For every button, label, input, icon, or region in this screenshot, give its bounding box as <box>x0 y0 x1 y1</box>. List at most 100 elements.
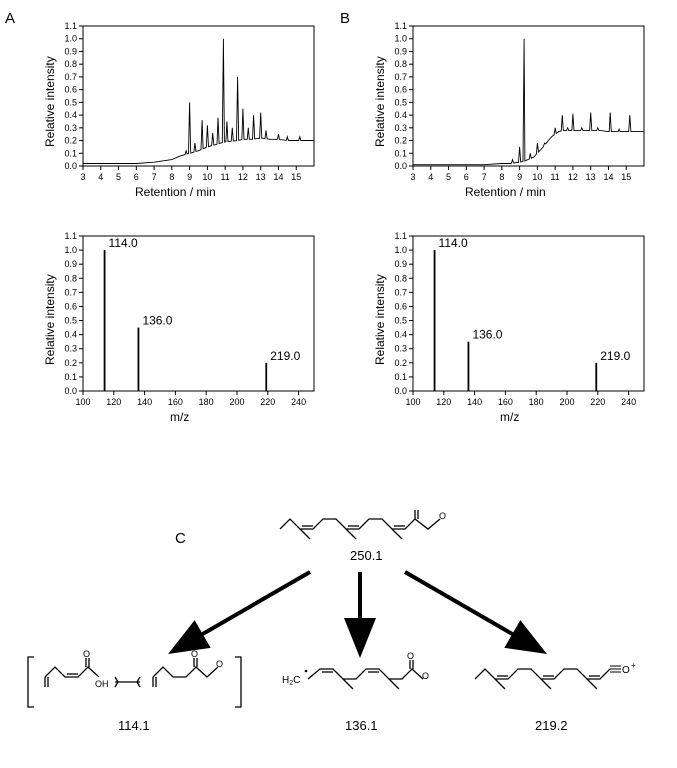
svg-text:0.0: 0.0 <box>394 161 407 171</box>
svg-text:0.8: 0.8 <box>394 59 407 69</box>
svg-text:136.0: 136.0 <box>472 328 502 342</box>
svg-text:0.3: 0.3 <box>64 123 77 133</box>
svg-text:7: 7 <box>482 172 487 182</box>
svg-text:0.8: 0.8 <box>64 59 77 69</box>
svg-text:114.0: 114.0 <box>439 236 468 250</box>
svg-text:140: 140 <box>467 397 482 407</box>
svg-text:200: 200 <box>559 397 574 407</box>
svg-text:100: 100 <box>405 397 420 407</box>
svg-text:220: 220 <box>590 397 605 407</box>
svg-text:219.0: 219.0 <box>600 349 630 363</box>
svg-text:0.2: 0.2 <box>394 136 407 146</box>
svg-text:10: 10 <box>202 172 212 182</box>
svg-text:240: 240 <box>291 397 306 407</box>
svg-text:160: 160 <box>168 397 183 407</box>
svg-text:7: 7 <box>152 172 157 182</box>
svg-text:0.2: 0.2 <box>64 136 77 146</box>
xlabel-b-bottom: m/z <box>500 410 519 424</box>
mass-spectrum-a: 0.00.10.20.30.40.50.60.70.80.91.01.11001… <box>45 230 320 425</box>
svg-text:1.1: 1.1 <box>64 231 77 241</box>
svg-text:240: 240 <box>621 397 636 407</box>
ylabel-a-bottom: Relative intensity <box>43 265 57 365</box>
svg-text:0.7: 0.7 <box>394 72 407 82</box>
panel-c: O O 250.1 O OH <box>0 510 677 768</box>
svg-text:0.4: 0.4 <box>394 110 407 120</box>
ylabel-b-bottom: Relative intensity <box>373 265 387 365</box>
svg-text:5: 5 <box>446 172 451 182</box>
svg-text:0.1: 0.1 <box>394 148 407 158</box>
svg-text:+: + <box>631 661 636 670</box>
svg-text:0.2: 0.2 <box>64 358 77 368</box>
svg-text:136.0: 136.0 <box>142 314 172 328</box>
svg-text:120: 120 <box>106 397 121 407</box>
svg-text:6: 6 <box>134 172 139 182</box>
svg-text:100: 100 <box>75 397 90 407</box>
svg-text:4: 4 <box>428 172 433 182</box>
structure-parent: O O <box>280 510 446 539</box>
svg-text:0.9: 0.9 <box>394 46 407 56</box>
svg-text:0.1: 0.1 <box>394 372 407 382</box>
svg-text:0.3: 0.3 <box>64 344 77 354</box>
structure-fragment-114: O OH O O <box>28 649 241 707</box>
svg-text:10: 10 <box>532 172 542 182</box>
label-fragment-136: 136.1 <box>345 718 378 733</box>
svg-text:0.1: 0.1 <box>64 148 77 158</box>
svg-text:0.5: 0.5 <box>394 316 407 326</box>
label-fragment-219: 219.2 <box>535 718 568 733</box>
svg-text:220: 220 <box>260 397 275 407</box>
svg-text:219.0: 219.0 <box>270 349 300 363</box>
svg-text:0.4: 0.4 <box>394 330 407 340</box>
panel-label-a: A <box>5 10 15 27</box>
svg-text:O: O <box>216 659 223 669</box>
svg-text:0.7: 0.7 <box>64 72 77 82</box>
label-parent: 250.1 <box>350 548 383 563</box>
xlabel-a-bottom: m/z <box>170 410 189 424</box>
svg-text:0.0: 0.0 <box>64 386 77 396</box>
structure-fragment-136: H2C O O <box>282 651 429 689</box>
svg-text:0.3: 0.3 <box>394 344 407 354</box>
fragmentation-arrows <box>175 572 540 650</box>
svg-text:120: 120 <box>436 397 451 407</box>
svg-text:180: 180 <box>199 397 214 407</box>
svg-text:13: 13 <box>586 172 596 182</box>
svg-text:0.4: 0.4 <box>64 110 77 120</box>
svg-text:140: 140 <box>137 397 152 407</box>
svg-text:13: 13 <box>256 172 266 182</box>
svg-text:0.9: 0.9 <box>64 46 77 56</box>
svg-text:0.6: 0.6 <box>394 85 407 95</box>
svg-text:1.0: 1.0 <box>394 245 407 255</box>
svg-text:8: 8 <box>169 172 174 182</box>
svg-text:0.5: 0.5 <box>64 316 77 326</box>
ylabel-b-top: Relative intensity <box>373 47 387 147</box>
svg-text:0.0: 0.0 <box>394 386 407 396</box>
chart-a-bottom: 0.00.10.20.30.40.50.60.70.80.91.01.11001… <box>45 230 320 425</box>
svg-text:1.1: 1.1 <box>394 231 407 241</box>
svg-text:O: O <box>407 651 414 661</box>
svg-text:0.9: 0.9 <box>64 259 77 269</box>
svg-text:O: O <box>412 510 419 511</box>
ylabel-a-top: Relative intensity <box>43 47 57 147</box>
svg-text:0.5: 0.5 <box>394 97 407 107</box>
svg-text:O: O <box>422 671 429 681</box>
svg-text:0.4: 0.4 <box>64 330 77 340</box>
svg-text:0.0: 0.0 <box>64 161 77 171</box>
svg-text:0.8: 0.8 <box>394 273 407 283</box>
mass-spectrum-b: 0.00.10.20.30.40.50.60.70.80.91.01.11001… <box>375 230 650 425</box>
svg-text:200: 200 <box>229 397 244 407</box>
chart-a-top: 0.00.10.20.30.40.50.60.70.80.91.01.13456… <box>45 20 320 200</box>
svg-text:15: 15 <box>621 172 631 182</box>
svg-text:12: 12 <box>238 172 248 182</box>
svg-text:0.6: 0.6 <box>394 301 407 311</box>
svg-text:114.0: 114.0 <box>109 236 138 250</box>
svg-text:15: 15 <box>291 172 301 182</box>
svg-text:160: 160 <box>498 397 513 407</box>
chromatogram-b: 0.00.10.20.30.40.50.60.70.80.91.01.13456… <box>375 20 650 200</box>
svg-text:14: 14 <box>603 172 613 182</box>
svg-text:0.7: 0.7 <box>394 287 407 297</box>
chart-b-top: 0.00.10.20.30.40.50.60.70.80.91.01.13456… <box>375 20 650 200</box>
svg-text:180: 180 <box>529 397 544 407</box>
svg-text:11: 11 <box>220 172 229 182</box>
xlabel-b-top: Retention / min <box>465 185 546 199</box>
chromatogram-a: 0.00.10.20.30.40.50.60.70.80.91.01.13456… <box>45 20 320 200</box>
xlabel-a-top: Retention / min <box>135 185 216 199</box>
